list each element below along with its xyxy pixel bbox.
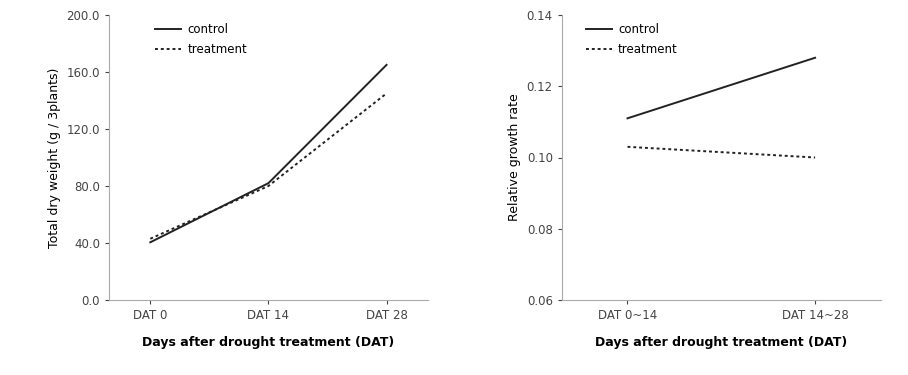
treatment	[263, 184, 274, 188]
Y-axis label: Total dry weight (g / 3plants): Total dry weight (g / 3plants)	[48, 68, 61, 248]
treatment	[381, 91, 392, 96]
control	[622, 116, 633, 121]
treatment	[145, 237, 156, 241]
treatment	[810, 155, 821, 160]
Legend: control, treatment: control, treatment	[584, 21, 680, 58]
control	[145, 240, 156, 244]
Line: treatment: treatment	[627, 147, 815, 158]
control	[810, 56, 821, 60]
control	[263, 181, 274, 185]
treatment	[622, 145, 633, 149]
Line: control: control	[627, 58, 815, 118]
X-axis label: Days after drought treatment (DAT): Days after drought treatment (DAT)	[595, 336, 847, 349]
Line: treatment: treatment	[151, 93, 387, 239]
Y-axis label: Relative growth rate: Relative growth rate	[508, 94, 521, 221]
Legend: control, treatment: control, treatment	[153, 21, 250, 58]
X-axis label: Days after drought treatment (DAT): Days after drought treatment (DAT)	[143, 336, 395, 349]
control	[381, 63, 392, 67]
Line: control: control	[151, 65, 387, 242]
